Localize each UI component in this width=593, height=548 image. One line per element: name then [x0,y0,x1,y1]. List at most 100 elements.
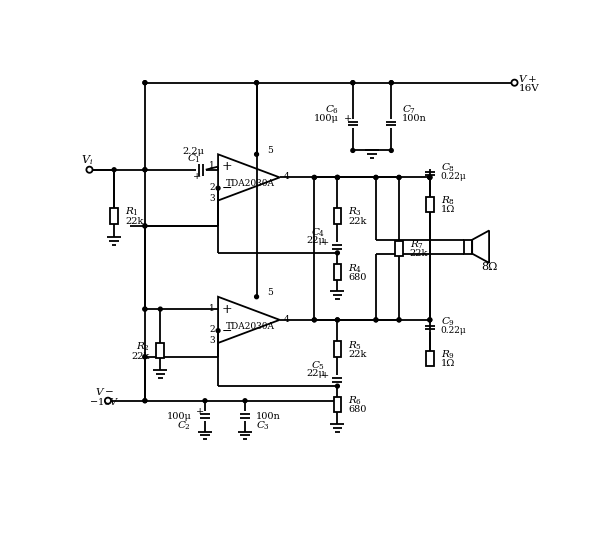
Text: 680: 680 [348,406,366,414]
Circle shape [428,175,432,179]
Circle shape [313,175,316,179]
Text: $C_9$: $C_9$ [441,315,455,328]
Circle shape [243,399,247,403]
Text: 100μ: 100μ [167,412,191,421]
Text: $C_6$: $C_6$ [325,104,339,116]
Circle shape [143,81,147,84]
Circle shape [428,175,432,179]
Bar [395,241,403,256]
Circle shape [428,318,432,322]
Circle shape [397,318,401,322]
Circle shape [216,329,220,333]
Text: 22k: 22k [348,217,366,226]
Circle shape [143,355,147,359]
Circle shape [143,399,147,403]
Text: $C_3$: $C_3$ [256,419,270,432]
Circle shape [254,295,259,299]
Text: $-16V$: $-16V$ [89,396,119,407]
Circle shape [428,318,432,322]
Text: $R_8$: $R_8$ [441,194,455,207]
Bar [426,351,433,366]
Text: 1Ω: 1Ω [441,359,455,368]
Circle shape [203,399,207,403]
Circle shape [374,318,378,322]
Text: $R_7$: $R_7$ [410,238,424,250]
Circle shape [351,81,355,84]
Circle shape [254,81,259,84]
Text: 3: 3 [209,336,215,345]
Circle shape [143,307,147,311]
Circle shape [216,186,220,190]
Text: 22k: 22k [131,352,149,361]
Bar [110,208,118,224]
Text: TDA2030A: TDA2030A [226,322,275,330]
Text: 22μ: 22μ [307,236,325,245]
Text: $R_2$: $R_2$ [136,340,149,353]
Text: +: + [221,160,232,173]
Circle shape [143,355,147,359]
Text: 1Ω: 1Ω [441,206,455,214]
Text: $C_1$: $C_1$ [187,153,200,165]
Text: $R_5$: $R_5$ [348,339,362,351]
Text: 680: 680 [348,273,366,282]
Circle shape [143,81,147,84]
Text: 4: 4 [283,172,289,181]
Text: 0.22μ: 0.22μ [441,172,466,181]
Text: $C_5$: $C_5$ [311,360,325,372]
Circle shape [336,175,339,179]
Circle shape [336,251,339,255]
Circle shape [112,168,116,172]
Text: 100n: 100n [256,412,280,421]
Text: 0.22μ: 0.22μ [441,326,466,335]
Text: 100n: 100n [402,115,427,123]
Circle shape [158,307,162,311]
Text: $C_4$: $C_4$ [311,227,325,239]
Bar [333,265,341,280]
Circle shape [87,167,93,173]
Circle shape [254,81,259,84]
Text: $R_3$: $R_3$ [348,206,362,218]
Circle shape [143,168,147,172]
Text: $C_8$: $C_8$ [441,161,455,174]
Circle shape [397,175,401,179]
Text: +: + [344,115,352,123]
Circle shape [374,175,378,179]
Circle shape [336,175,339,179]
Text: $R_4$: $R_4$ [348,262,362,275]
Text: 1: 1 [209,161,215,170]
Text: $V-$: $V-$ [94,386,114,397]
Circle shape [397,318,401,322]
Text: 22k: 22k [348,350,366,359]
Text: 2: 2 [209,326,215,334]
Circle shape [374,318,378,322]
Text: 5: 5 [267,146,273,155]
Text: $R_1$: $R_1$ [125,206,139,218]
Text: 3: 3 [209,193,215,203]
Circle shape [336,175,339,179]
Text: +: + [321,371,329,380]
Text: TDA2030A: TDA2030A [226,179,275,188]
Bar [157,343,164,358]
Circle shape [374,175,378,179]
Circle shape [336,318,339,322]
Circle shape [351,81,355,84]
Circle shape [336,384,339,388]
Text: 8Ω: 8Ω [482,262,498,272]
Text: 16V: 16V [518,84,539,93]
Circle shape [313,175,316,179]
Text: +: + [221,302,232,316]
Circle shape [351,149,355,152]
Circle shape [143,399,147,403]
Bar [426,197,433,212]
Circle shape [105,398,111,404]
Text: 22k: 22k [125,217,144,226]
Text: $R_6$: $R_6$ [348,395,362,407]
Text: +: + [321,238,329,247]
Text: +: + [193,172,202,181]
Text: $V_i$: $V_i$ [81,153,93,167]
Text: +: + [196,407,205,416]
Text: 100μ: 100μ [314,115,339,123]
Text: 22μ: 22μ [307,369,325,378]
Text: $C_7$: $C_7$ [402,104,416,116]
Text: 4: 4 [283,315,289,323]
